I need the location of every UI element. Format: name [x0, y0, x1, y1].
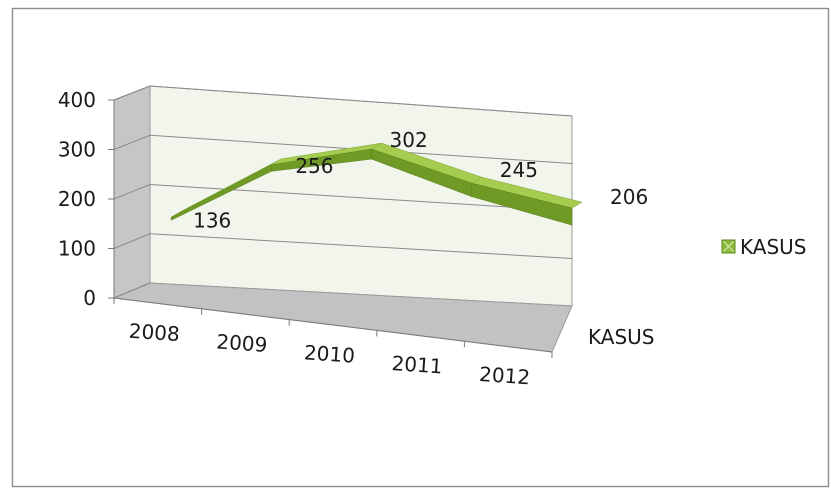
x-tick-label: 2008	[128, 319, 180, 346]
gridline-side	[113, 282, 151, 299]
gridline-side	[113, 184, 151, 200]
gridline-side	[113, 134, 151, 150]
legend: KASUS	[721, 235, 806, 259]
y-tick-label: 300	[58, 138, 96, 162]
depth-axis-label: KASUS	[588, 325, 654, 349]
x-tick-label: 2009	[216, 329, 268, 356]
data-labels: 136 256 302 245 206	[193, 128, 648, 232]
x-tick-label: 2012	[478, 362, 530, 389]
x-tick-label: 2010	[303, 340, 355, 367]
y-tick-label: 0	[83, 286, 96, 310]
data-label: 245	[500, 158, 538, 182]
gridline	[149, 85, 573, 117]
gridline	[149, 184, 573, 212]
gridline-side	[113, 85, 151, 101]
data-label: 136	[193, 208, 231, 232]
gridline	[149, 233, 573, 259]
x-tick-labels: 2008 2009 2010 2011 2012	[113, 298, 553, 389]
legend-swatch-marker	[723, 241, 734, 252]
series-kasus-ribbon	[170, 142, 583, 226]
data-label: 302	[390, 128, 428, 152]
x-axis	[113, 297, 553, 353]
legend-label-kasus: KASUS	[740, 235, 806, 259]
data-label: 206	[610, 185, 648, 209]
data-label: 256	[295, 154, 333, 178]
x-tick-label: 2011	[391, 351, 443, 378]
y-tick-label: 100	[58, 237, 96, 261]
y-tick-label: 400	[58, 88, 96, 112]
y-tick-labels: 0 100 200 300 400	[58, 88, 114, 310]
gridline-side	[113, 233, 151, 249]
y-tick-label: 200	[58, 187, 96, 211]
gridlines	[113, 85, 573, 299]
ribbon-front-segment	[471, 182, 573, 226]
